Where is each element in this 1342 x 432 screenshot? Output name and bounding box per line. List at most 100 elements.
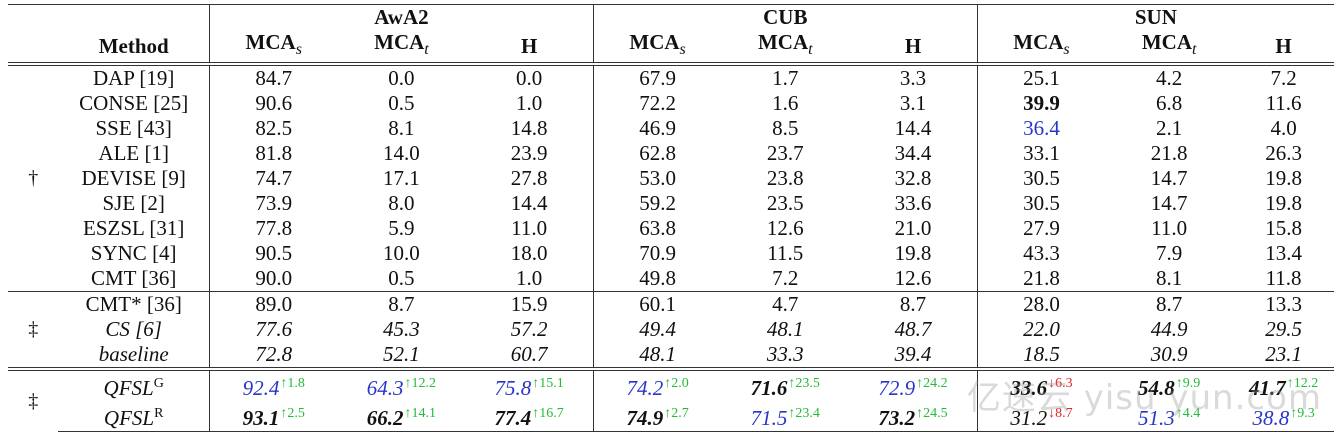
result-cell: 41.7↑12.2	[1233, 367, 1334, 402]
result-cell: 19.8	[1233, 191, 1334, 216]
cub-h-header: H	[849, 30, 978, 65]
result-cell: 22.0	[977, 317, 1105, 342]
table-row: DEVISE [9] 74.7 17.1 27.8 53.0 23.8 32.8 30.5 14…	[8, 166, 1334, 192]
delta-badge: ↑2.5	[280, 406, 305, 422]
delta-badge: ↓6.3	[1048, 376, 1073, 392]
method-name: QFSLG	[58, 367, 211, 402]
awa2-mca-s-header: MCAs	[245, 30, 302, 59]
result-value: 0.5	[388, 266, 415, 291]
result-value: 23.7	[766, 141, 804, 166]
result-value: 70.9	[639, 241, 676, 266]
result-value: 6.8	[1156, 91, 1183, 116]
result-value: 23.9	[510, 141, 548, 166]
result-cell: 15.8	[1233, 216, 1334, 241]
results-body: † DAP [19] 84.7 0.0 0.0 67.9 1.7 3.3 25.1 4.2 7.2 C…	[8, 62, 1334, 432]
result-value: 25.1	[1023, 66, 1060, 91]
result-cell: 27.8	[465, 166, 594, 192]
result-value: 48.1	[766, 317, 804, 342]
result-cell: 57.2	[465, 317, 594, 343]
result-value: 54.8	[1138, 376, 1175, 401]
result-value: 74.2	[626, 376, 664, 401]
table-row: † DAP [19] 84.7 0.0 0.0 67.9 1.7 3.3 25.1 4.2 7.2	[8, 62, 1334, 292]
result-cell: 51.3↑4.4	[1105, 401, 1234, 432]
result-value: 1.0	[516, 266, 543, 291]
result-cell: 11.5	[721, 241, 849, 266]
result-cell: 14.8	[465, 116, 594, 142]
result-cell: 66.2↑14.1	[337, 401, 466, 432]
result-cell: 28.0	[977, 291, 1106, 318]
method-name: SSE [43]	[58, 116, 211, 142]
delta-badge: ↑24.5	[916, 406, 948, 422]
result-cell: 4.0	[1233, 116, 1334, 141]
result-cell: 63.8	[593, 216, 721, 241]
result-cell: 4.7	[721, 291, 850, 318]
result-value: 8.0	[388, 191, 415, 216]
result-cell: 33.3	[721, 342, 849, 369]
result-value: 33.6	[1010, 376, 1048, 401]
table-row: SJE [2] 73.9 8.0 14.4 59.2 23.5 33.6 30.5 14.7 19…	[8, 191, 1334, 217]
result-cell: 8.1	[337, 116, 465, 141]
result-value: 39.4	[894, 342, 932, 367]
result-cell: 48.1	[593, 342, 721, 369]
result-value: 74.7	[255, 166, 293, 191]
result-cell: 0.5	[337, 266, 465, 292]
result-value: 48.1	[639, 342, 676, 367]
result-value: 34.4	[894, 141, 932, 166]
result-value: 53.0	[639, 166, 676, 191]
result-value: 3.1	[899, 91, 927, 116]
table-row: CS [6] 77.6 45.3 57.2 49.4 48.1 48.7 22.0 44.9 29…	[8, 317, 1334, 343]
result-value: 7.2	[1270, 66, 1297, 91]
result-cell: 8.0	[337, 191, 465, 216]
result-value: 38.8	[1252, 406, 1290, 431]
result-cell: 72.8	[210, 342, 338, 369]
result-value: 48.7	[894, 317, 932, 342]
delta-badge: ↑16.7	[532, 406, 564, 422]
dataset-awa2: AwA2	[209, 4, 594, 30]
result-cell: 89.0	[209, 291, 338, 318]
result-value: 89.0	[255, 292, 293, 317]
result-value: 14.7	[1150, 166, 1188, 191]
result-cell: 33.1	[977, 141, 1105, 166]
result-value: 93.1	[242, 406, 280, 431]
delta-badge: ↑9.9	[1175, 376, 1201, 392]
result-cell: 38.8↑9.3	[1233, 401, 1334, 432]
result-value: 11.0	[511, 216, 548, 241]
method-name: DEVISE [9]	[58, 166, 211, 192]
result-cell: 26.3	[1233, 141, 1334, 166]
result-value: 0.0	[388, 66, 415, 91]
awa2-mca-t-header: MCAt	[374, 30, 429, 59]
result-cell: 5.9	[337, 216, 465, 241]
result-cell: 48.1	[721, 317, 849, 342]
table-row: SSE [43] 82.5 8.1 14.8 46.9 8.5 14.4 36.4 2.1 4.0	[8, 116, 1334, 142]
dataset-cub: CUB	[593, 4, 978, 30]
delta-badge: ↑2.0	[664, 376, 689, 392]
result-cell: 2.1	[1105, 116, 1233, 141]
result-value: 31.2	[1010, 406, 1048, 431]
result-cell: 19.8	[1233, 166, 1334, 191]
result-cell: 14.4	[849, 116, 978, 142]
result-value: 23.5	[766, 191, 804, 216]
result-value: 8.7	[1156, 292, 1183, 317]
result-cell: 36.4	[977, 116, 1105, 141]
result-cell: 11.0	[1105, 216, 1233, 241]
result-value: 11.5	[767, 241, 804, 266]
result-cell: 0.0	[465, 62, 594, 92]
table-row: ‡ CMT* [36] 89.0 8.7 15.9 60.1 4.7 8.7 28.0 8.7 13…	[8, 291, 1334, 370]
result-value: 81.8	[255, 141, 293, 166]
result-cell: 77.4↑16.7	[465, 401, 594, 432]
table-row: QFSLR 93.1↑2.5 66.2↑14.1 77.4↑16.7 74.9↑2.7 7…	[8, 401, 1334, 432]
result-value: 30.5	[1023, 191, 1060, 216]
result-cell: 4.2	[1105, 62, 1234, 92]
delta-badge: ↓8.7	[1048, 406, 1073, 422]
method-name: ESZSL [31]	[58, 216, 211, 242]
result-cell: 7.9	[1105, 241, 1233, 266]
result-value: 10.0	[383, 241, 420, 266]
result-cell: 33.6↓6.3	[977, 367, 1106, 402]
table-row: baseline 72.8 52.1 60.7 48.1 33.3 39.4 18.5 30.9…	[8, 342, 1334, 370]
result-value: 18.5	[1023, 342, 1060, 367]
method-name: DAP [19]	[58, 62, 211, 92]
result-value: 43.3	[1023, 241, 1060, 266]
result-cell: 6.8	[1105, 91, 1233, 116]
result-value: 27.9	[1023, 216, 1060, 241]
